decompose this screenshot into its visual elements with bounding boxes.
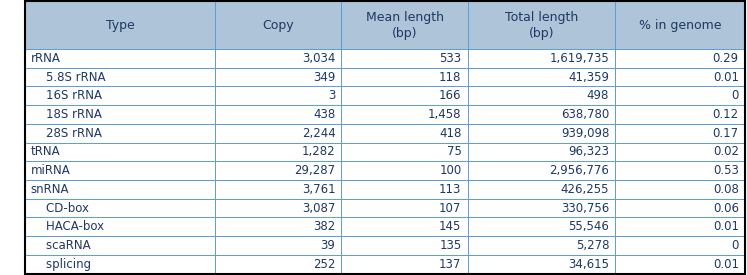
Text: Type: Type — [105, 19, 134, 32]
Text: 0.12: 0.12 — [713, 108, 739, 121]
Text: splicing: splicing — [31, 258, 90, 271]
Text: 1,458: 1,458 — [428, 108, 462, 121]
Text: 1,282: 1,282 — [302, 145, 335, 158]
Text: 3,087: 3,087 — [302, 202, 335, 214]
Text: miRNA: miRNA — [31, 164, 70, 177]
Text: 16S rRNA: 16S rRNA — [31, 89, 102, 102]
Text: 96,323: 96,323 — [568, 145, 609, 158]
Text: HACA-box: HACA-box — [31, 220, 104, 233]
Text: 533: 533 — [439, 52, 462, 65]
Text: 75: 75 — [447, 145, 462, 158]
Text: 3,034: 3,034 — [302, 52, 335, 65]
Text: 0.06: 0.06 — [713, 202, 739, 214]
Text: 0: 0 — [731, 239, 739, 252]
Text: rRNA: rRNA — [31, 52, 61, 65]
Text: 113: 113 — [439, 183, 462, 196]
Text: snRNA: snRNA — [31, 183, 69, 196]
Text: 418: 418 — [439, 127, 462, 140]
Text: Total length
(bp): Total length (bp) — [505, 11, 578, 40]
Text: Copy: Copy — [263, 19, 294, 32]
Text: 0.02: 0.02 — [713, 145, 739, 158]
Text: 145: 145 — [439, 220, 462, 233]
Text: 137: 137 — [439, 258, 462, 271]
Text: Mean length
(bp): Mean length (bp) — [365, 11, 444, 40]
Text: 39: 39 — [320, 239, 335, 252]
Text: 330,756: 330,756 — [561, 202, 609, 214]
Text: 135: 135 — [439, 239, 462, 252]
Text: 0.01: 0.01 — [713, 258, 739, 271]
Text: 638,780: 638,780 — [561, 108, 609, 121]
Text: 118: 118 — [439, 71, 462, 84]
Text: 426,255: 426,255 — [561, 183, 609, 196]
Text: 349: 349 — [313, 71, 335, 84]
Text: 252: 252 — [313, 258, 335, 271]
Text: CD-box: CD-box — [31, 202, 89, 214]
Text: 0.17: 0.17 — [713, 127, 739, 140]
Text: 0.53: 0.53 — [713, 164, 739, 177]
Text: 498: 498 — [587, 89, 609, 102]
Text: 0.29: 0.29 — [713, 52, 739, 65]
Text: 3: 3 — [328, 89, 335, 102]
Text: 0: 0 — [731, 89, 739, 102]
Text: 0.08: 0.08 — [713, 183, 739, 196]
Text: 5.8S rRNA: 5.8S rRNA — [31, 71, 105, 84]
Text: 5,278: 5,278 — [576, 239, 609, 252]
Text: 939,098: 939,098 — [561, 127, 609, 140]
Text: 2,956,776: 2,956,776 — [549, 164, 609, 177]
Text: 0.01: 0.01 — [713, 71, 739, 84]
Text: scaRNA: scaRNA — [31, 239, 90, 252]
Text: 29,287: 29,287 — [294, 164, 335, 177]
Text: tRNA: tRNA — [31, 145, 61, 158]
Text: 382: 382 — [313, 220, 335, 233]
Text: 34,615: 34,615 — [568, 258, 609, 271]
Text: 166: 166 — [439, 89, 462, 102]
Text: 41,359: 41,359 — [568, 71, 609, 84]
Text: 438: 438 — [313, 108, 335, 121]
Text: 0.01: 0.01 — [713, 220, 739, 233]
Text: 3,761: 3,761 — [302, 183, 335, 196]
Text: 1,619,735: 1,619,735 — [549, 52, 609, 65]
Text: 55,546: 55,546 — [568, 220, 609, 233]
Text: % in genome: % in genome — [639, 19, 721, 32]
Text: 100: 100 — [439, 164, 462, 177]
Bar — [25, 1, 745, 49]
Text: 2,244: 2,244 — [302, 127, 335, 140]
Text: 18S rRNA: 18S rRNA — [31, 108, 102, 121]
Text: 107: 107 — [439, 202, 462, 214]
Text: 28S rRNA: 28S rRNA — [31, 127, 102, 140]
